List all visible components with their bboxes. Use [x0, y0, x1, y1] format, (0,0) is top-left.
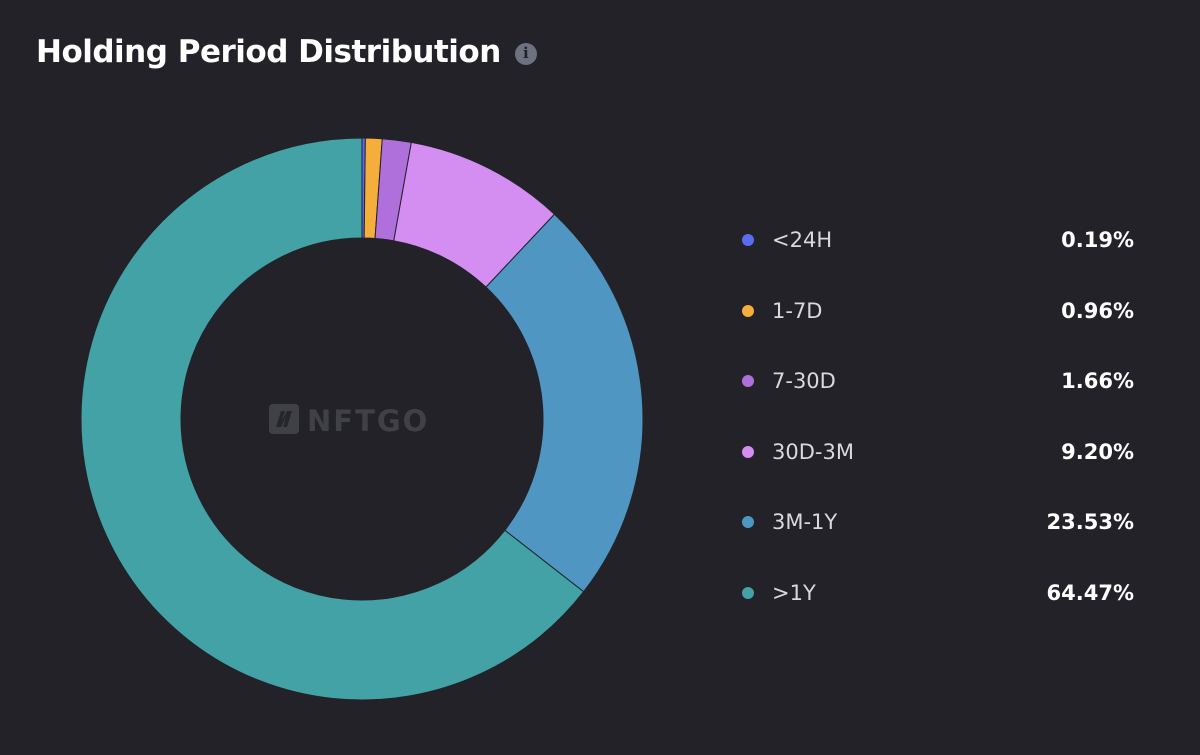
donut-slices	[80, 137, 644, 701]
info-icon[interactable]: i	[514, 42, 537, 65]
donut-chart: NFTGO	[80, 137, 644, 701]
legend-item[interactable]: 3M-1Y 23.53%	[742, 487, 1134, 558]
legend-label: 3M-1Y	[772, 510, 838, 535]
legend-value: 23.53%	[1046, 510, 1134, 535]
legend-item[interactable]: <24H 0.19%	[742, 205, 1134, 276]
donut-slice-6[interactable]	[80, 137, 585, 701]
legend-color-dot	[742, 234, 754, 247]
legend-value: 0.96%	[1061, 298, 1134, 323]
legend-item[interactable]: 7-30D 1.66%	[742, 346, 1134, 417]
legend-label: <24H	[772, 228, 833, 253]
legend-color-dot	[742, 445, 754, 458]
legend-color-dot	[742, 304, 754, 317]
nftgo-watermark: NFTGO	[269, 404, 429, 438]
watermark-text: NFTGO	[307, 404, 429, 438]
legend-label: 7-30D	[772, 369, 836, 394]
legend-label: >1Y	[772, 580, 816, 605]
legend-color-dot	[742, 516, 754, 529]
chart-legend: <24H 0.19% 1-7D 0.96% 7-30D 1.66% 30D-3M 9.20% 3…	[742, 205, 1134, 628]
legend-label: 1-7D	[772, 298, 823, 323]
legend-value: 9.20%	[1061, 439, 1134, 464]
legend-value: 0.19%	[1061, 228, 1134, 253]
legend-label: 30D-3M	[772, 439, 854, 464]
nftgo-logo-icon	[269, 404, 299, 434]
legend-color-dot	[742, 375, 754, 388]
legend-item[interactable]: >1Y 64.47%	[742, 558, 1134, 629]
legend-color-dot	[742, 586, 754, 599]
legend-value: 64.47%	[1046, 580, 1134, 605]
donut-slice-5[interactable]	[485, 213, 644, 593]
legend-item[interactable]: 30D-3M 9.20%	[742, 417, 1134, 488]
legend-item[interactable]: 1-7D 0.96%	[742, 276, 1134, 347]
legend-value: 1.66%	[1061, 369, 1134, 394]
page-title: Holding Period Distribution	[36, 34, 501, 70]
chart-header: Holding Period Distribution i	[36, 34, 537, 70]
